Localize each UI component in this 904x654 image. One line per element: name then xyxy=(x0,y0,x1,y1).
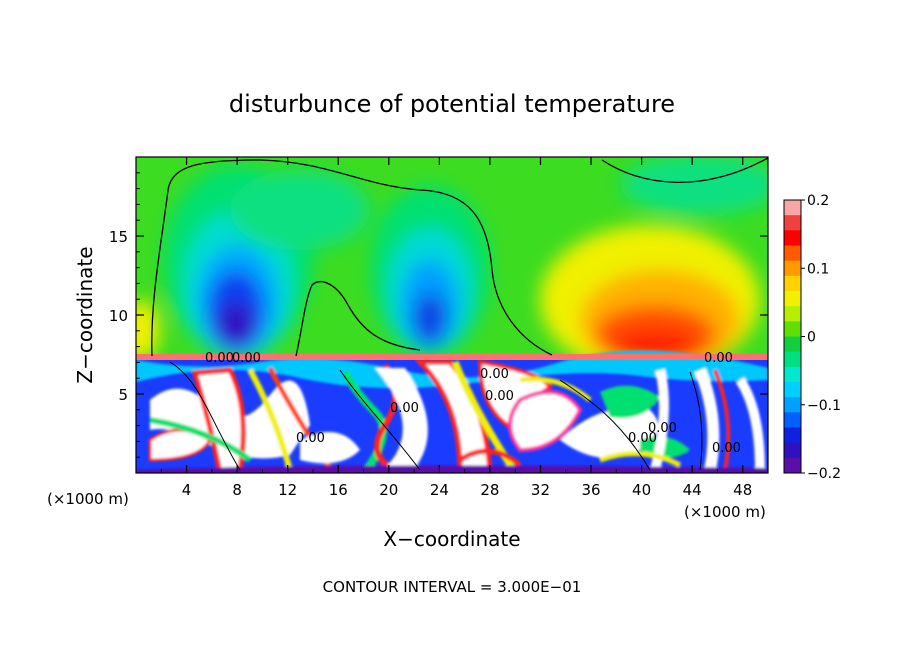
chart-title: disturbunce of potential temperature xyxy=(229,90,675,118)
upper-field xyxy=(136,157,768,375)
lower-field xyxy=(136,350,768,473)
colorbar-swatch xyxy=(784,260,801,277)
colorbar-swatch xyxy=(784,397,801,413)
contour-label-group: 0.00 0.00 0.00 0.00 0.00 0.00 0.00 0.00 … xyxy=(205,351,741,456)
contour-label: 0.00 xyxy=(712,441,741,456)
contour-label: 0.00 xyxy=(296,431,325,446)
colorbar-tick-label: 0.2 xyxy=(807,193,829,209)
contour-lines xyxy=(151,157,768,471)
colorbar-swatch xyxy=(784,382,801,398)
x-tick-label: 32 xyxy=(531,481,550,499)
x-unit-right: (×1000 m) xyxy=(684,503,766,521)
colorbar-swatch xyxy=(784,351,801,368)
colorbar-swatch xyxy=(784,306,801,322)
y-tick-label: 5 xyxy=(118,386,128,404)
colorbar-tick-label: −0.2 xyxy=(807,466,841,482)
contour-label: 0.00 xyxy=(485,389,514,404)
contour-label: 0.00 xyxy=(390,401,419,416)
colorbar-swatch xyxy=(784,275,801,292)
x-tick-label: 44 xyxy=(683,481,702,499)
contour-label: 0.00 xyxy=(205,351,234,366)
plot-area xyxy=(136,157,768,473)
colorbar-swatch xyxy=(784,321,801,337)
x-tick-label: 20 xyxy=(379,481,398,499)
colorbar: 0.2 0.1 0 −0.1 −0.2 xyxy=(783,193,841,482)
colorbar-swatch xyxy=(784,427,801,444)
y-tick-label: 10 xyxy=(109,307,128,325)
colorbar-swatch xyxy=(784,457,801,474)
x-tick-label: 12 xyxy=(278,481,297,499)
x-tick-label: 24 xyxy=(430,481,449,499)
x-unit-left: (×1000 m) xyxy=(47,490,129,508)
x-tick-label: 28 xyxy=(480,481,499,499)
x-tick-label: 16 xyxy=(329,481,348,499)
colorbar-swatch xyxy=(784,366,801,383)
x-axis: 4 8 12 16 20 24 28 32 36 40 44 48 xyxy=(160,157,752,499)
x-tick-label: 40 xyxy=(632,481,651,499)
contour-label: 0.00 xyxy=(704,351,733,366)
y-axis-label: Z−coordinate xyxy=(73,246,97,383)
colorbar-swatch xyxy=(784,215,801,231)
colorbar-swatch xyxy=(784,200,801,216)
y-axis: 5 10 15 xyxy=(109,172,768,458)
contour-label: 0.00 xyxy=(480,367,509,382)
colorbar-swatch xyxy=(784,336,801,353)
colorbar-swatch xyxy=(784,442,801,459)
colorbar-tick-label: 0.1 xyxy=(807,261,829,277)
colorbar-tick-label: −0.1 xyxy=(807,398,841,414)
colorbar-tick-label: 0 xyxy=(807,330,816,346)
x-tick-label: 4 xyxy=(182,481,192,499)
x-tick-label: 36 xyxy=(581,481,600,499)
colorbar-swatch xyxy=(784,245,801,262)
colorbar-swatch xyxy=(784,230,801,246)
contour-label: 0.00 xyxy=(628,431,657,446)
x-axis-label: X−coordinate xyxy=(383,527,520,551)
x-tick-label: 8 xyxy=(232,481,242,499)
contour-interval-note: CONTOUR INTERVAL = 3.000E−01 xyxy=(323,578,582,596)
contour-label: 0.00 xyxy=(232,351,261,366)
colorbar-swatch xyxy=(784,412,801,428)
y-tick-label: 15 xyxy=(109,228,128,246)
colorbar-swatch xyxy=(784,291,801,307)
x-tick-label: 48 xyxy=(733,481,752,499)
contour-label: 0.00 xyxy=(648,421,677,436)
